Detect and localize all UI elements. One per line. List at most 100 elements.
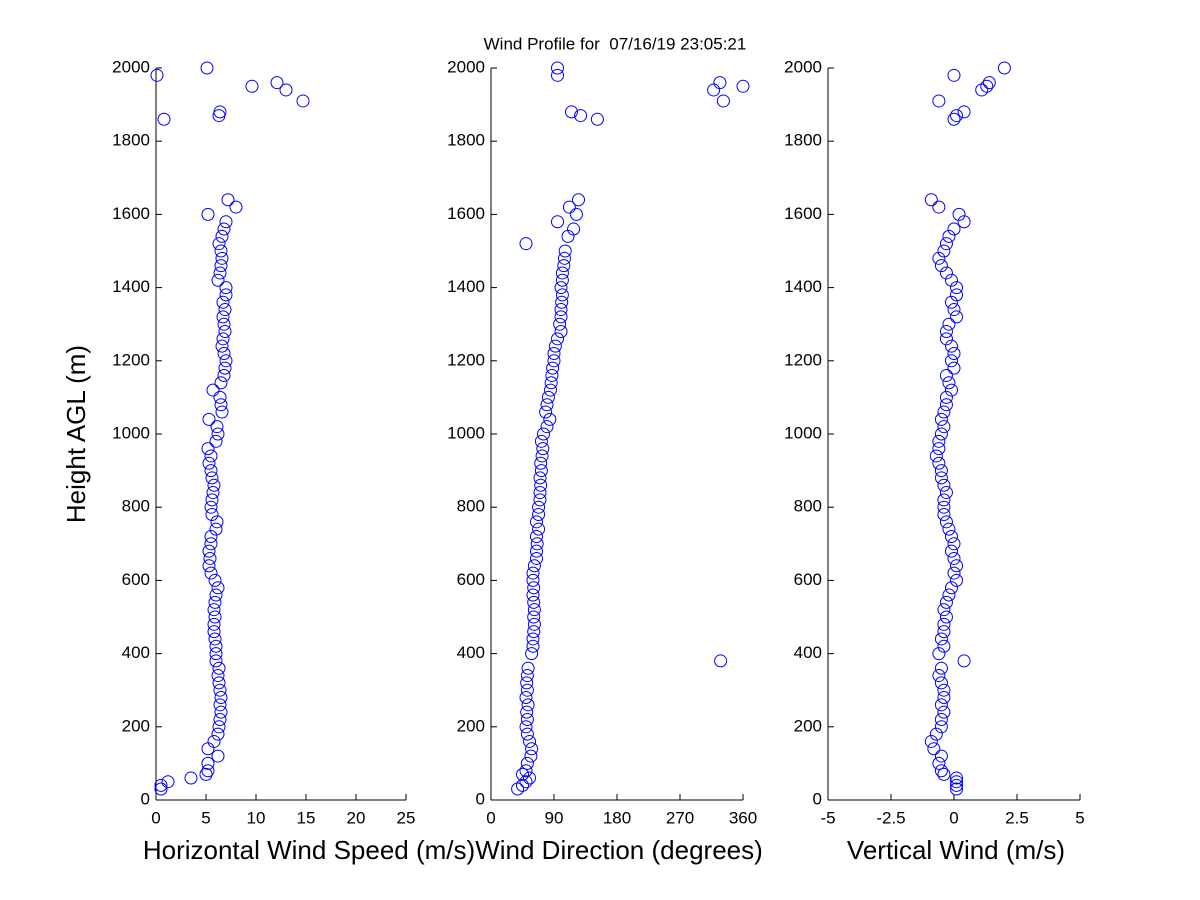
point xyxy=(934,698,948,712)
point xyxy=(937,508,951,522)
point xyxy=(555,266,569,280)
point xyxy=(557,259,571,273)
y-axis-label: Height AGL (m) xyxy=(61,345,91,523)
point xyxy=(212,676,226,690)
y-tick-label: 600 xyxy=(122,570,150,589)
point xyxy=(536,442,550,456)
point xyxy=(245,79,259,93)
point xyxy=(218,303,232,317)
y-tick-label: 0 xyxy=(813,789,822,808)
point xyxy=(534,456,548,470)
point xyxy=(229,200,243,214)
point xyxy=(211,669,225,683)
y-tick-label: 0 xyxy=(141,789,150,808)
point xyxy=(947,112,961,126)
point xyxy=(519,775,533,789)
point xyxy=(950,778,964,792)
point xyxy=(516,767,529,781)
point xyxy=(558,244,572,258)
point xyxy=(939,266,953,280)
point xyxy=(218,325,232,339)
point xyxy=(572,193,585,207)
point xyxy=(217,222,231,236)
point xyxy=(939,398,953,412)
point xyxy=(201,764,215,778)
point xyxy=(554,325,568,339)
point xyxy=(210,515,224,529)
point xyxy=(221,193,235,207)
point xyxy=(555,288,569,302)
point xyxy=(530,529,543,543)
point xyxy=(214,376,228,390)
figure-title: Wind Profile for 07/16/19 23:05:21 xyxy=(484,34,747,53)
point xyxy=(219,354,233,368)
point xyxy=(937,767,951,781)
point xyxy=(519,691,533,705)
point xyxy=(207,617,221,631)
point xyxy=(526,588,540,602)
point xyxy=(516,778,529,792)
point xyxy=(937,500,951,514)
point xyxy=(150,68,164,82)
point xyxy=(533,493,547,507)
y-tick-label: 1400 xyxy=(112,277,150,296)
x-tick-label: 360 xyxy=(729,808,757,827)
point xyxy=(937,405,951,419)
point xyxy=(216,310,230,324)
point xyxy=(934,259,948,273)
point xyxy=(939,515,953,529)
point xyxy=(562,200,576,214)
point xyxy=(934,749,948,763)
point xyxy=(937,493,951,507)
x-tick-label: 5 xyxy=(1075,808,1084,827)
point xyxy=(547,354,561,368)
point xyxy=(934,427,948,441)
point xyxy=(554,310,568,324)
point xyxy=(944,529,958,543)
point xyxy=(944,354,958,368)
point xyxy=(565,105,578,119)
point xyxy=(209,647,223,661)
point xyxy=(713,76,727,90)
point xyxy=(204,566,218,580)
point xyxy=(219,288,233,302)
point xyxy=(942,376,956,390)
point xyxy=(215,339,229,353)
point xyxy=(527,595,541,609)
y-tick-label: 1600 xyxy=(112,204,150,223)
point xyxy=(533,486,547,500)
point xyxy=(716,94,730,108)
point xyxy=(527,603,541,617)
point xyxy=(932,442,946,456)
y-tick-label: 1200 xyxy=(112,350,150,369)
y-tick-label: 1200 xyxy=(447,350,485,369)
point xyxy=(569,207,583,221)
point xyxy=(957,215,971,229)
point xyxy=(527,610,541,624)
point xyxy=(520,712,534,726)
point xyxy=(957,654,971,668)
x-tick-label: 25 xyxy=(397,808,416,827)
point xyxy=(574,109,588,123)
point xyxy=(212,720,226,734)
point xyxy=(525,742,539,756)
point xyxy=(211,749,225,763)
point xyxy=(942,588,956,602)
point xyxy=(530,551,543,565)
point xyxy=(947,566,961,580)
point xyxy=(937,705,951,719)
point xyxy=(523,734,536,748)
point xyxy=(551,332,564,346)
point xyxy=(567,222,581,236)
point xyxy=(214,705,228,719)
point xyxy=(937,478,951,492)
point xyxy=(213,712,227,726)
point xyxy=(997,61,1011,75)
point xyxy=(939,332,953,346)
point xyxy=(205,508,219,522)
point xyxy=(554,281,568,295)
point xyxy=(540,420,554,434)
point xyxy=(212,661,226,675)
point xyxy=(950,109,964,123)
point xyxy=(944,339,958,353)
